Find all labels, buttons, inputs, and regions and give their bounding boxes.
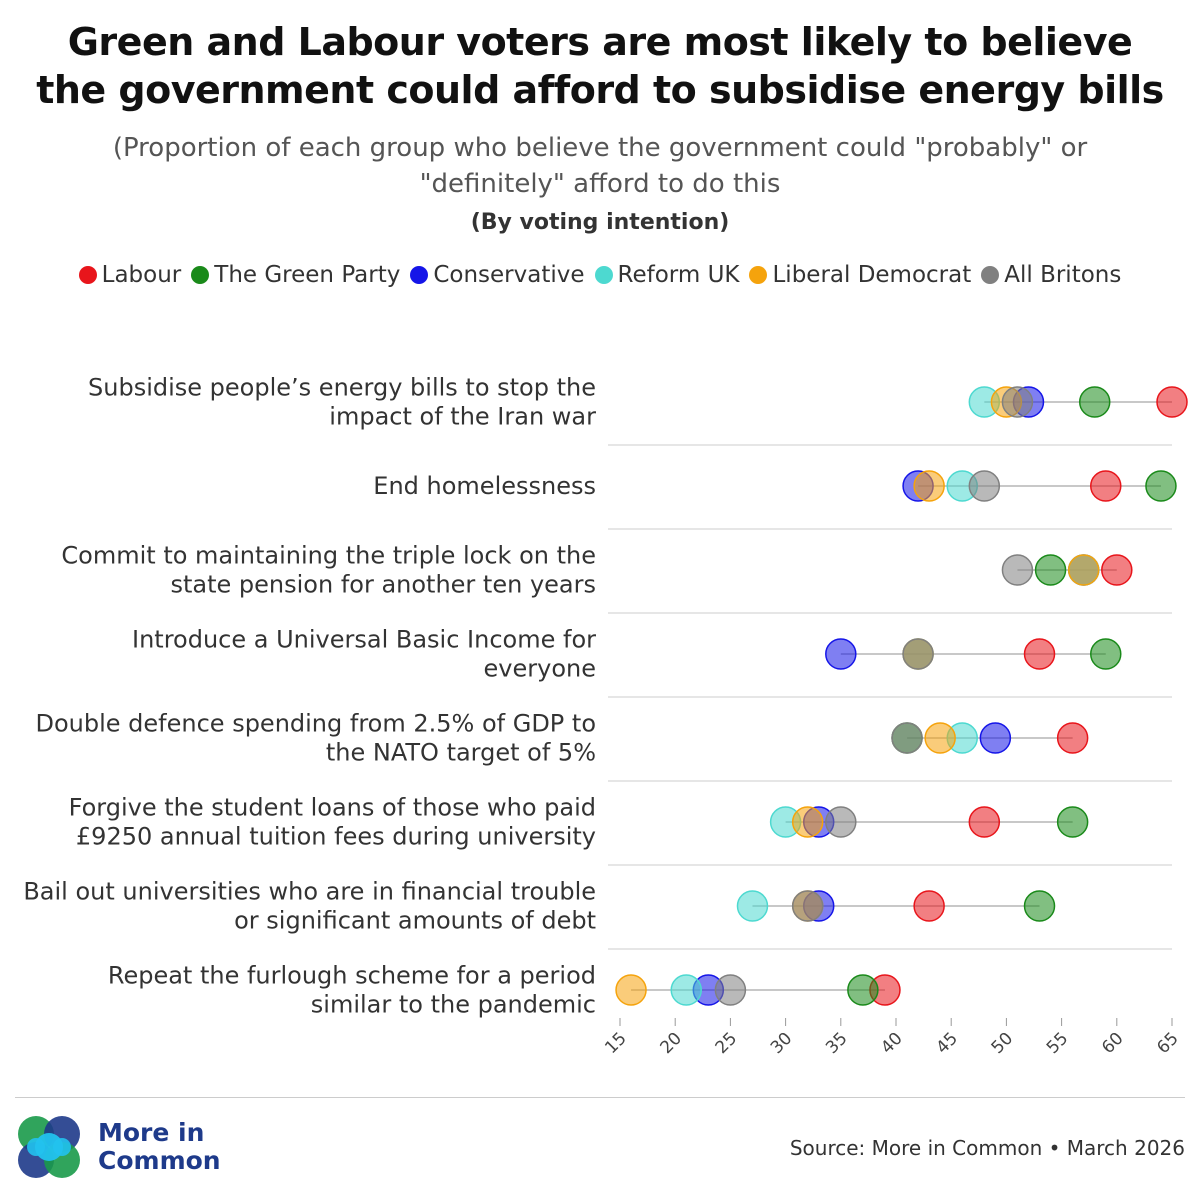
legend: Labour The Green Party Conservative Refo… bbox=[0, 262, 1200, 288]
legend-label-reform: Reform UK bbox=[617, 262, 740, 288]
logo-text-line-2: Common bbox=[98, 1146, 221, 1175]
category-label-line: the NATO target of 5% bbox=[326, 739, 596, 767]
x-tick-label: 45 bbox=[933, 1029, 962, 1058]
dot-all-britons bbox=[1001, 386, 1034, 418]
dot-the-green-party bbox=[1078, 386, 1111, 418]
logo-text-line-1: More in bbox=[98, 1118, 205, 1147]
x-tick-label: 15 bbox=[601, 1029, 630, 1058]
dot-liberal-democrat bbox=[615, 974, 647, 1006]
chart-title: Green and Labour voters are most likely … bbox=[0, 18, 1200, 114]
dot-the-green-party bbox=[1145, 470, 1177, 502]
legend-dot-reform bbox=[594, 266, 613, 284]
dot-labour bbox=[1023, 638, 1056, 670]
dot-all-britons bbox=[902, 638, 934, 670]
subtitle-line-2: "definitely" afford to do this bbox=[419, 169, 781, 199]
category-label: Commit to maintaining the triple lock on… bbox=[61, 542, 596, 599]
source-note: Source: More in Common • March 2026 bbox=[789, 1136, 1185, 1160]
category-label: End homelessness bbox=[373, 472, 596, 500]
legend-item-labour: Labour bbox=[78, 262, 182, 288]
dot-all-britons bbox=[1001, 554, 1034, 586]
legend-item-all-britons: All Britons bbox=[981, 262, 1121, 288]
dot-all-britons bbox=[825, 806, 857, 838]
dot-all-britons bbox=[714, 974, 747, 1006]
category-label-line: End homelessness bbox=[373, 472, 596, 500]
dot-labour bbox=[1101, 554, 1133, 586]
category-label-line: Bail out universities who are in financi… bbox=[23, 878, 596, 906]
dot-the-green-party bbox=[1090, 638, 1122, 670]
category-label-line: impact of the Iran war bbox=[329, 403, 596, 431]
dot-conservative bbox=[825, 638, 857, 670]
dot-all-britons bbox=[791, 890, 824, 922]
dot-labour bbox=[1090, 470, 1122, 502]
legend-label-green: The Green Party bbox=[214, 262, 401, 288]
dot-all-britons bbox=[968, 470, 1001, 502]
dot-liberal-democrat bbox=[791, 806, 824, 838]
legend-dot-libdem bbox=[749, 266, 768, 284]
category-label-line: Subsidise people’s energy bills to stop … bbox=[88, 374, 596, 402]
category-label-line: or significant amounts of debt bbox=[234, 907, 596, 935]
category-label: Repeat the furlough scheme for a period s… bbox=[108, 962, 596, 1019]
legend-item-reform: Reform UK bbox=[594, 262, 740, 288]
legend-label-libdem: Liberal Democrat bbox=[772, 262, 972, 288]
chart-subtitle: (Proportion of each group who believe th… bbox=[60, 130, 1140, 202]
x-tick-label: 30 bbox=[767, 1029, 796, 1058]
dot-labour bbox=[968, 806, 1001, 838]
dot-plot-chart: Subsidise people’s energy bills to stop … bbox=[23, 374, 1188, 1058]
category-label: Introduce a Universal Basic Income for ev… bbox=[132, 626, 596, 683]
dot-the-green-party bbox=[1023, 890, 1056, 922]
legend-label-conservative: Conservative bbox=[433, 262, 585, 288]
dot-liberal-democrat bbox=[913, 470, 945, 502]
legend-item-green: The Green Party bbox=[191, 262, 400, 288]
x-tick-label: 20 bbox=[657, 1029, 686, 1058]
category-label: Double defence spending from 2.5% of GDP… bbox=[36, 710, 597, 767]
legend-dot-labour bbox=[78, 266, 97, 284]
category-label: Bail out universities who are in financi… bbox=[23, 878, 596, 935]
dot-labour bbox=[1156, 386, 1188, 418]
x-tick-label: 25 bbox=[712, 1029, 741, 1058]
x-tick-label: 55 bbox=[1043, 1029, 1072, 1058]
category-label: Forgive the student loans of those who p… bbox=[69, 794, 596, 851]
dot-liberal-democrat bbox=[924, 722, 956, 754]
dot-the-green-party bbox=[847, 974, 879, 1006]
legend-dot-all-britons bbox=[981, 266, 1000, 284]
x-tick-label: 65 bbox=[1153, 1029, 1182, 1058]
x-tick-label: 50 bbox=[988, 1029, 1017, 1058]
category-label-line: Repeat the furlough scheme for a period bbox=[108, 962, 596, 990]
dot-liberal-democrat bbox=[1067, 554, 1100, 586]
title-line-2: the government could afford to subsidise… bbox=[36, 68, 1164, 112]
dot-labour bbox=[913, 890, 945, 922]
legend-dot-conservative bbox=[410, 266, 429, 284]
title-line-1: Green and Labour voters are most likely … bbox=[67, 20, 1133, 64]
grouping-label: (By voting intention) bbox=[470, 210, 730, 235]
legend-item-conservative: Conservative bbox=[410, 262, 585, 288]
dot-conservative bbox=[979, 722, 1012, 754]
dot-the-green-party bbox=[1034, 554, 1067, 586]
dot-the-green-party bbox=[1056, 806, 1089, 838]
category-label-line: Commit to maintaining the triple lock on… bbox=[61, 542, 596, 570]
footer-divider bbox=[15, 1097, 1185, 1098]
category-label-line: state pension for another ten years bbox=[170, 571, 596, 599]
x-tick-label: 40 bbox=[877, 1029, 906, 1058]
category-label-line: Forgive the student loans of those who p… bbox=[69, 794, 596, 822]
logo-mark-icon bbox=[18, 1116, 80, 1178]
x-tick-label: 60 bbox=[1098, 1029, 1127, 1058]
x-tick-label: 35 bbox=[822, 1029, 851, 1058]
category-label-line: similar to the pandemic bbox=[311, 991, 596, 1019]
more-in-common-logo: More in Common bbox=[14, 1112, 221, 1182]
legend-dot-green bbox=[191, 266, 210, 284]
legend-label-all-britons: All Britons bbox=[1004, 262, 1122, 288]
category-label: Subsidise people’s energy bills to stop … bbox=[88, 374, 596, 431]
category-label-line: everyone bbox=[484, 655, 596, 683]
legend-item-libdem: Liberal Democrat bbox=[749, 262, 971, 288]
category-label-line: Introduce a Universal Basic Income for bbox=[132, 626, 596, 654]
legend-label-labour: Labour bbox=[101, 262, 182, 288]
dot-reform-uk bbox=[736, 890, 769, 922]
dot-reform-uk bbox=[670, 974, 702, 1006]
category-label-line: Double defence spending from 2.5% of GDP… bbox=[36, 710, 597, 738]
subtitle-line-1: (Proportion of each group who believe th… bbox=[112, 133, 1088, 163]
dot-labour bbox=[1056, 722, 1089, 754]
dot-all-britons bbox=[891, 722, 923, 754]
category-label-line: £9250 annual tuition fees during univers… bbox=[76, 823, 596, 851]
